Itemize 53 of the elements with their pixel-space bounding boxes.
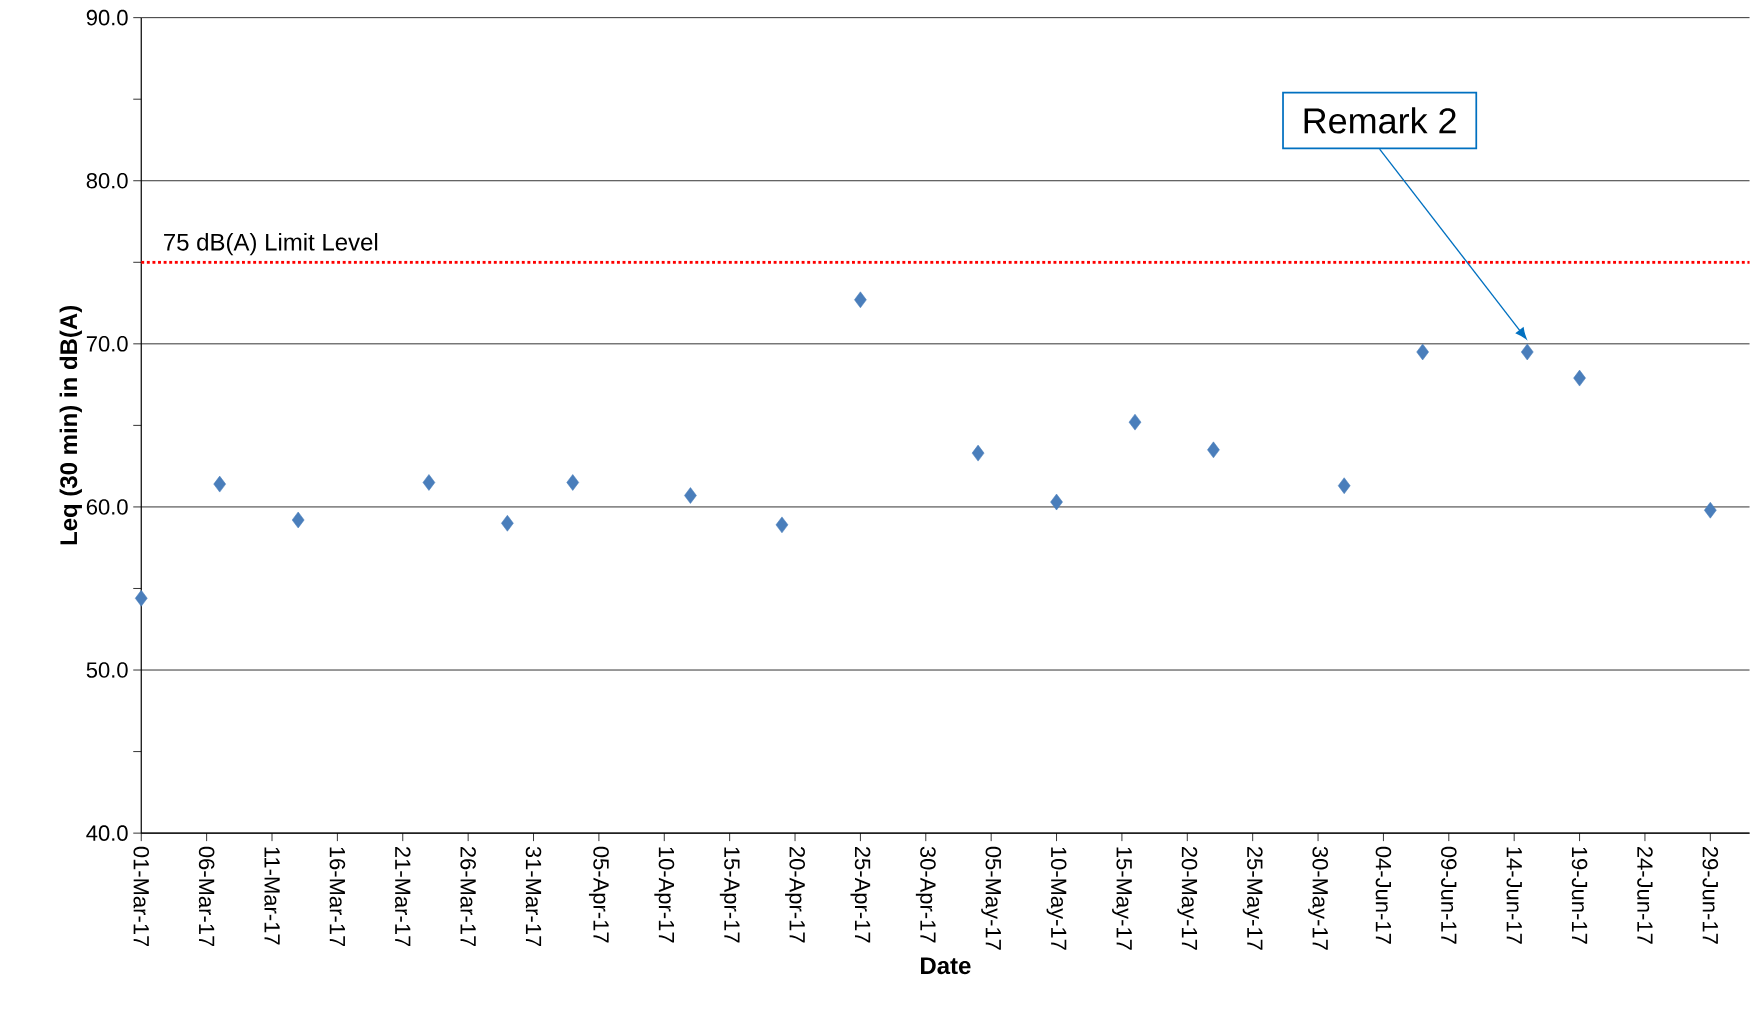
x-tick-label: 29-Jun-17 (1702, 846, 1719, 944)
y-tick-label: 60.0 (86, 498, 128, 515)
x-tick-label: 24-Jun-17 (1637, 846, 1653, 944)
x-tick-label: 01-Mar-17 (133, 846, 150, 946)
point (501, 514, 514, 532)
x-tick-label: 04-Jun-17 (1375, 846, 1392, 944)
y-tick-label: 40.0 (86, 825, 128, 841)
ref-line-label: 75 dB(A) Limit Level (164, 232, 378, 256)
x-tick-label: 30-May-17 (1308, 846, 1329, 950)
x-tick-label: 05-May-17 (981, 846, 1002, 950)
x-tick-label: 26-Mar-17 (460, 846, 476, 946)
point (1573, 369, 1586, 387)
x-tick-label: 20-May-17 (1177, 846, 1198, 950)
x-tick-label: 10-Apr-17 (654, 847, 675, 943)
x-tick-label: 09-Jun-17 (1441, 846, 1457, 944)
y-tick-label: 80.0 (86, 172, 128, 189)
x-tick-label: 15-May-17 (1112, 847, 1132, 950)
x-tick-label: 14-Jun-17 (1506, 847, 1522, 944)
x-tick-label: 25-May-17 (1242, 846, 1263, 950)
point (971, 444, 985, 462)
y-tick-label: 50.0 (86, 662, 128, 678)
point (854, 291, 867, 308)
point (1128, 413, 1142, 431)
point (213, 475, 226, 493)
x-tick-label: 10-May-17 (1046, 847, 1067, 950)
point (1416, 343, 1429, 361)
x-tick-label: 19-Jun-17 (1571, 847, 1588, 944)
point (1050, 493, 1063, 511)
x-tick-label: 06-Mar-17 (198, 846, 215, 946)
point (134, 589, 148, 607)
point (291, 511, 305, 529)
x-axis-title: Date (921, 957, 971, 974)
point (1337, 477, 1351, 494)
x-tick-label: 21-Mar-17 (394, 846, 411, 946)
y-tick-label: 70.0 (86, 335, 128, 352)
point (1704, 501, 1717, 519)
point (1520, 343, 1534, 361)
x-tick-label: 15-Apr-17 (719, 847, 740, 943)
x-tick-label: 16-Mar-17 (329, 847, 346, 946)
x-tick-label: 25-Apr-17 (850, 846, 871, 943)
point (684, 487, 697, 504)
x-tick-label: 30-Apr-17 (915, 846, 936, 943)
y-axis-title: Leq (30 min) in dB(A) (59, 305, 82, 545)
annotation: Remark 2 (1304, 107, 1456, 134)
x-tick-label: 11-Mar-17 (264, 847, 280, 945)
point (422, 474, 436, 491)
x-tick-label: 05-Apr-17 (588, 846, 609, 943)
y-tick-label: 90.0 (86, 9, 128, 26)
x-tick-label: 31-Mar-17 (525, 846, 542, 946)
point (1207, 441, 1220, 458)
x-tick-label: 20-Apr-17 (785, 846, 805, 943)
point (566, 474, 580, 491)
point (775, 516, 789, 533)
